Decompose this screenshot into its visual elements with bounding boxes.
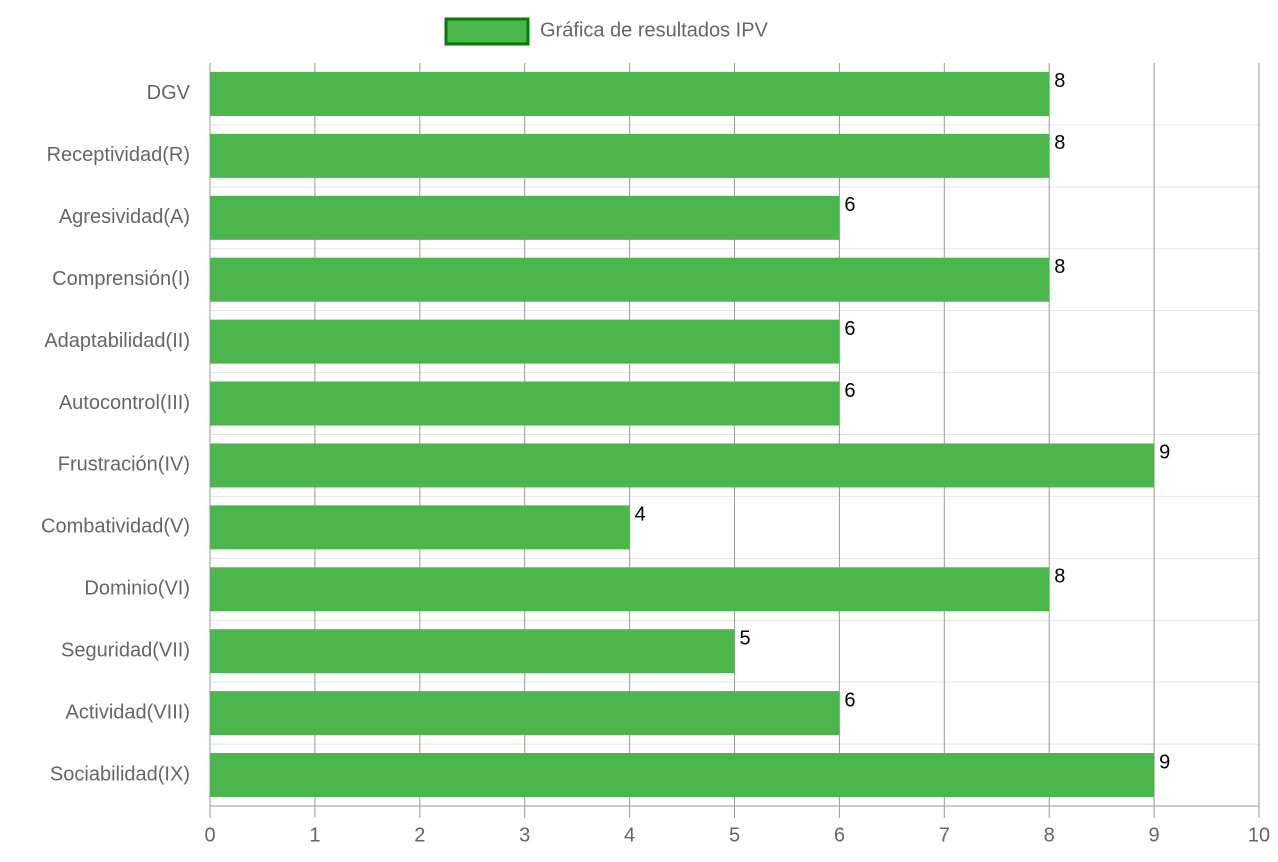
data-label: 8	[1054, 132, 1065, 154]
x-tick-label: 4	[624, 824, 635, 846]
legend-label: Gráfica de resultados IPV	[540, 19, 769, 41]
data-label: 8	[1054, 256, 1065, 278]
legend-swatch	[444, 17, 530, 46]
data-label: 9	[1159, 442, 1170, 464]
data-label: 6	[844, 689, 855, 711]
y-tick-label: Receptividad(R)	[47, 144, 190, 166]
y-tick-label: Seguridad(VII)	[61, 639, 190, 661]
bar	[210, 691, 840, 736]
bar	[210, 195, 840, 240]
data-label: 5	[740, 627, 751, 649]
x-tick-label: 2	[414, 824, 425, 846]
data-label: 4	[635, 504, 646, 526]
y-tick-label: Sociabilidad(IX)	[50, 763, 190, 785]
x-tick-label: 1	[309, 824, 320, 846]
y-tick-label: Dominio(VI)	[84, 578, 190, 600]
data-label: 8	[1054, 70, 1065, 92]
data-label: 6	[844, 194, 855, 216]
data-label: 6	[844, 380, 855, 402]
bar	[210, 381, 840, 426]
x-tick-label: 7	[939, 824, 950, 846]
bar	[210, 443, 1155, 488]
y-tick-label: Comprensión(I)	[52, 268, 190, 290]
x-tick-label: 6	[834, 824, 845, 846]
x-tick-label: 0	[204, 824, 215, 846]
bar	[210, 133, 1050, 178]
x-tick-label: 3	[519, 824, 530, 846]
bar	[210, 505, 630, 550]
y-tick-label: Combatividad(V)	[41, 516, 190, 538]
y-tick-label: DGV	[147, 82, 191, 104]
x-tick-label: 9	[1149, 824, 1160, 846]
bar	[210, 753, 1155, 798]
data-label: 8	[1054, 566, 1065, 588]
x-tick-label: 8	[1044, 824, 1055, 846]
data-label: 6	[844, 318, 855, 340]
y-tick-label: Actividad(VIII)	[66, 701, 190, 723]
y-tick-label: Adaptabilidad(II)	[44, 330, 190, 352]
bar	[210, 257, 1050, 302]
bar	[210, 319, 840, 364]
x-tick-label: 5	[729, 824, 740, 846]
bar	[210, 567, 1050, 612]
bar	[210, 629, 735, 674]
y-tick-label: Autocontrol(III)	[59, 392, 190, 414]
bar	[210, 71, 1050, 116]
x-tick-label: 10	[1248, 824, 1270, 846]
data-label: 9	[1159, 751, 1170, 773]
y-tick-label: Agresividad(A)	[59, 206, 190, 228]
y-tick-label: Frustración(IV)	[58, 454, 190, 476]
